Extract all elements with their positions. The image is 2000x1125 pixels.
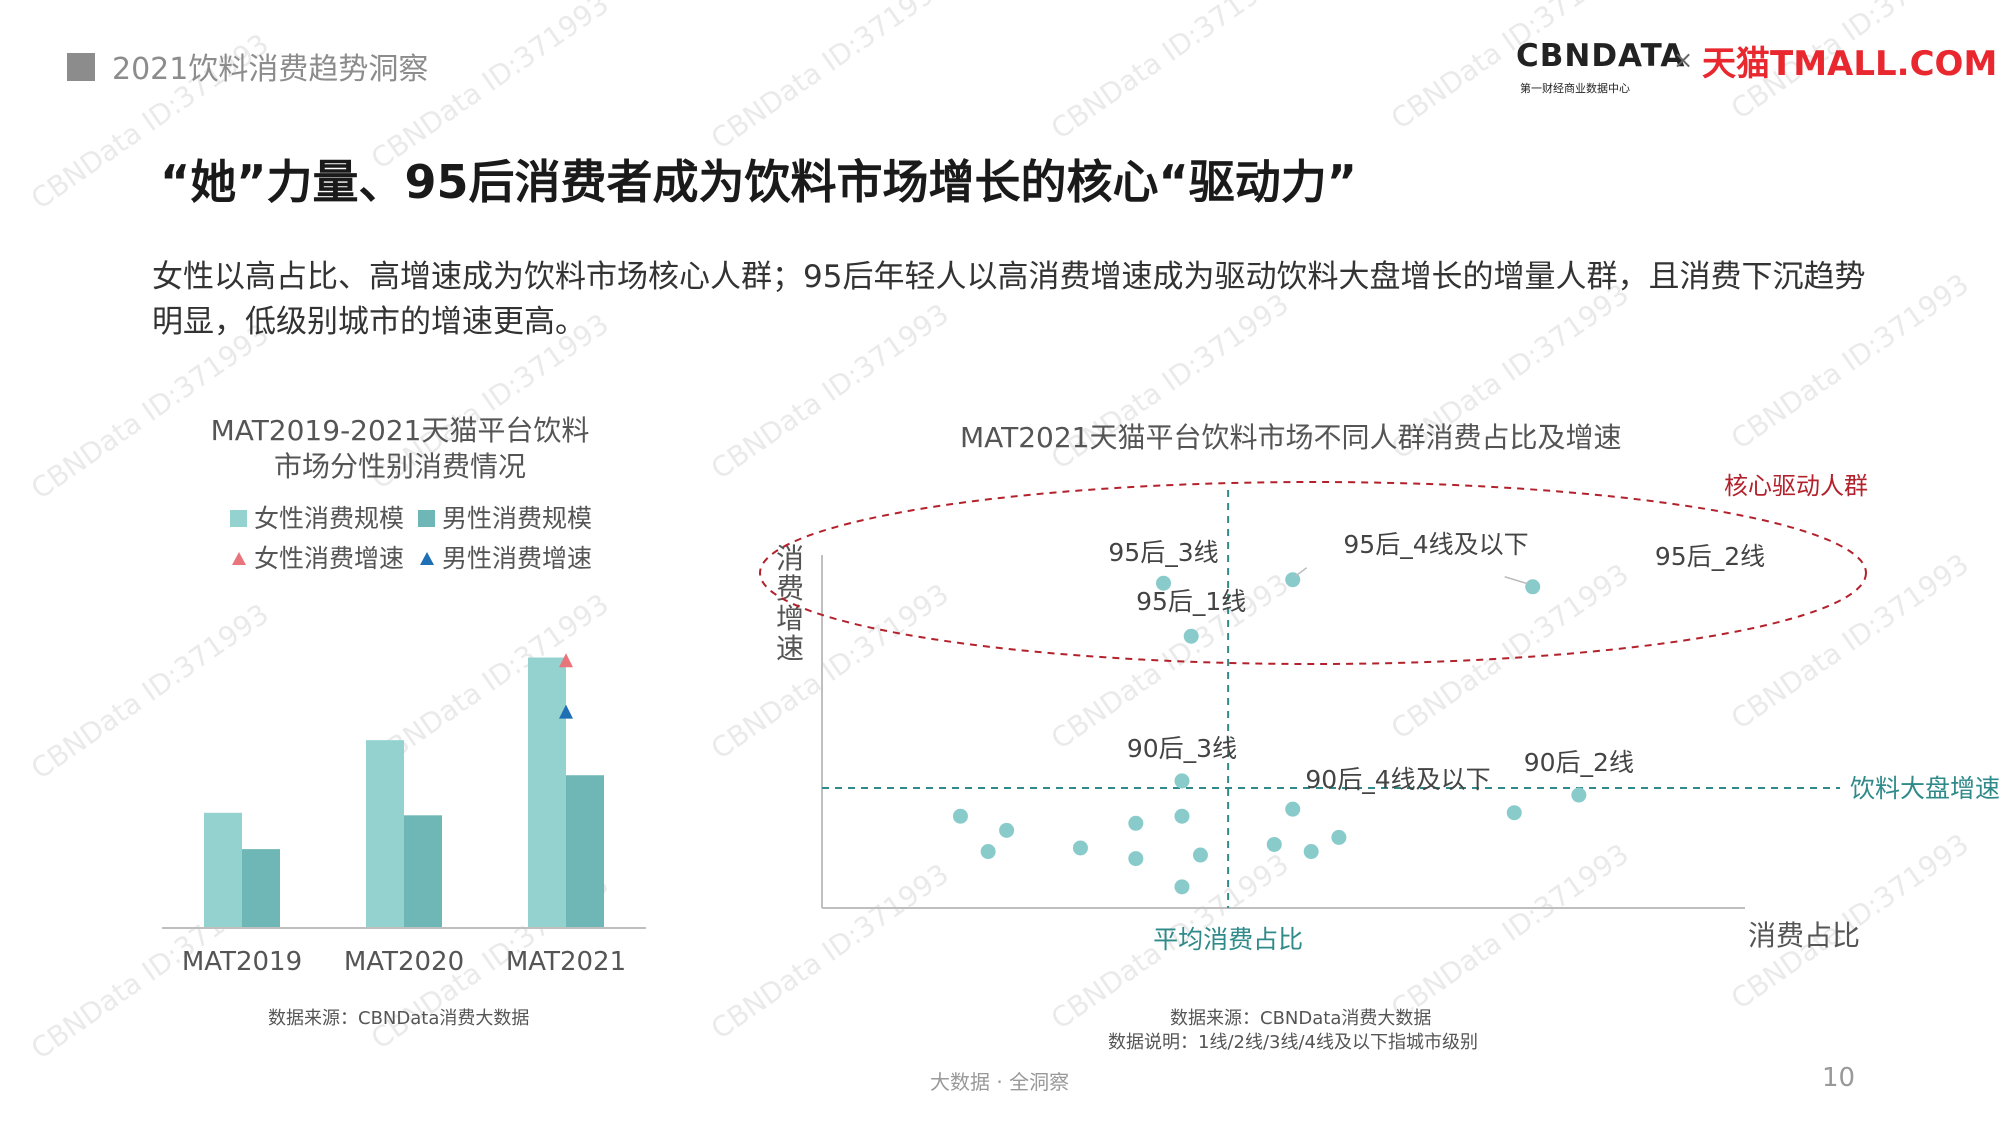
scatter-point [980,844,996,860]
label-leader-line [1294,567,1308,578]
point-label: 95后_2线 [1655,542,1765,571]
x-tick-label: MAT2021 [506,947,626,977]
bar-chart-title-line-1: MAT2019-2021天猫平台饮料 [210,414,590,447]
brand-logo: CBNDATA 第一财经商业数据中心 × 天猫TMALL.COM [1516,34,1997,96]
legend-swatch [230,510,247,527]
female-bar [366,740,404,928]
point-label: 95后_4线及以下 [1343,530,1528,559]
page-title: “她”力量、95后消费者成为饮料市场增长的核心“驱动力” [160,155,1357,209]
point-label: 95后_1线 [1136,587,1246,616]
tmall-logo: 天猫TMALL.COM [1702,44,1998,84]
scatter-point [1266,836,1282,852]
header-square-icon [67,53,95,81]
legend-label: 男性消费增速 [442,544,592,573]
legend-triangle-icon [232,552,246,565]
scatter-point [1192,847,1208,863]
footer-text: 大数据 · 全洞察 [930,1070,1070,1094]
x-axis-label: 消费占比 [1748,919,1860,952]
male-growth-marker [559,704,573,719]
scatter-point [1128,851,1144,867]
x-tick-label: MAT2019 [182,947,302,977]
core-group-label: 核心驱动人群 [1724,472,1868,500]
legend-triangle-icon [420,552,434,565]
scatter-point [1072,840,1088,856]
legend-label: 女性消费增速 [254,544,404,573]
bar-chart-title-line-2: 市场分性别消费情况 [273,450,526,483]
scatter-point [1506,805,1522,821]
core-group-ellipse [759,481,1867,665]
scatter-point [1128,815,1144,831]
female-bar [528,657,566,928]
scatter-chart-note: 数据说明：1线/2线/3线/4线及以下指城市级别 [1108,1032,1479,1053]
market-growth-label: 饮料大盘增速 [1850,774,2000,803]
cbndata-logo: CBNDATA [1516,38,1686,74]
bar-chart-title: MAT2019-2021天猫平台饮料 市场分性别消费情况 [150,413,650,485]
male-bar [404,815,442,928]
label-leader-line [1504,576,1528,585]
scatter-chart-source: 数据来源：CBNData消费大数据 [1170,1008,1432,1029]
legend-swatch [418,510,435,527]
cbndata-logo-subtitle: 第一财经商业数据中心 [1520,82,1630,95]
scatter-point [1183,628,1199,644]
point-label: 90后_2线 [1524,748,1634,777]
scatter-point [1174,808,1190,824]
scatter-point [1174,879,1190,895]
male-bar [242,849,280,928]
scatter-point [1285,801,1301,817]
scatter-point [1525,579,1541,595]
logo-separator: × [1673,46,1694,74]
scatter-point [999,822,1015,838]
bar-chart-source: 数据来源：CBNData消费大数据 [268,1008,530,1029]
legend-label: 女性消费规模 [254,504,404,533]
scatter-point [1174,773,1190,789]
header-text: 2021饮料消费趋势洞察 [112,52,429,87]
legend-label: 男性消费规模 [442,504,592,533]
page-subtitle: 女性以高占比、高增速成为饮料市场核心人群；95后年轻人以高消费增速成为驱动饮料大… [152,259,1866,340]
point-label: 95后_3线 [1108,538,1218,567]
scatter-chart-title: MAT2021天猫平台饮料市场不同人群消费占比及增速 [960,421,1622,454]
y-axis-label: 消费增速 [776,542,804,665]
average-share-label: 平均消费占比 [1153,925,1303,954]
female-growth-marker [559,653,573,668]
scatter-point [1331,829,1347,845]
scatter-point [1303,844,1319,860]
x-tick-label: MAT2020 [344,947,464,977]
female-bar [204,812,242,928]
point-label: 90后_4线及以下 [1305,765,1490,794]
page-number: 10 [1822,1063,1856,1093]
male-bar [566,775,604,928]
scatter-point [1571,787,1587,803]
scatter-point [1156,575,1172,591]
point-label: 90后_3线 [1127,734,1237,763]
scatter-point [952,808,968,824]
